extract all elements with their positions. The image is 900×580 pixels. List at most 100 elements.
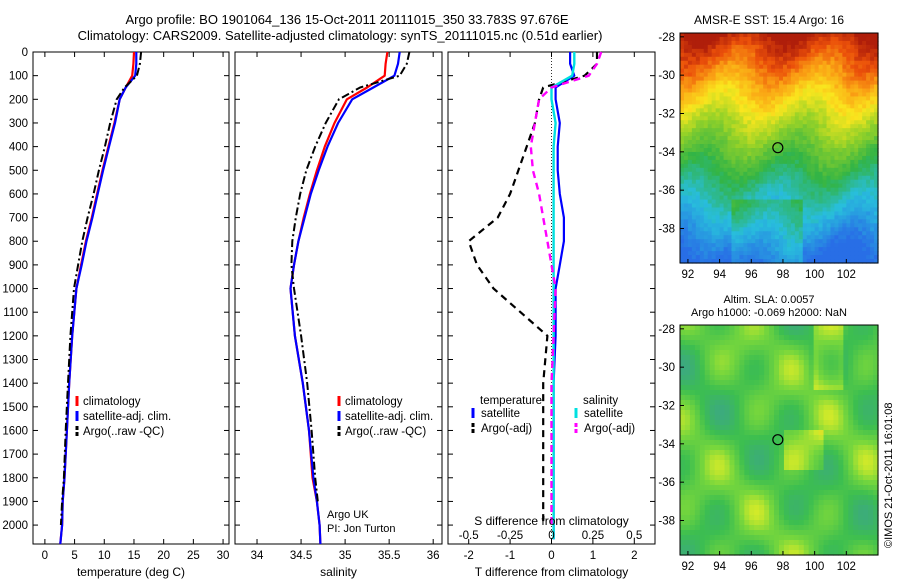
sst-map-cell bbox=[683, 136, 689, 141]
sst-map-cell bbox=[743, 112, 748, 117]
sla-map-cell bbox=[873, 475, 879, 481]
sst-map-cell bbox=[790, 100, 796, 105]
sst-map-cell bbox=[802, 199, 808, 205]
sla-map-cell bbox=[868, 465, 874, 471]
sla-map-cell bbox=[798, 415, 805, 421]
sst-map-cell bbox=[798, 207, 804, 213]
sla-map-cell bbox=[798, 365, 805, 371]
sst-map-cell bbox=[703, 163, 709, 169]
sst-map-cell bbox=[798, 64, 804, 70]
sst-map-cell bbox=[838, 40, 843, 46]
sst-map-cell bbox=[775, 215, 780, 220]
sla-map-cell bbox=[863, 515, 869, 521]
sla-map-cell bbox=[858, 455, 864, 461]
sla-map-cell bbox=[873, 405, 879, 411]
sla-map-cell bbox=[863, 335, 869, 341]
sla-map-cell bbox=[828, 385, 835, 391]
sla-map-cell bbox=[848, 415, 854, 421]
sla-map-cell bbox=[838, 505, 844, 511]
sst-map-cell bbox=[826, 167, 832, 173]
sst-map-cell bbox=[735, 231, 740, 236]
sla-map-cell bbox=[838, 345, 844, 351]
sst-map-cell bbox=[862, 60, 867, 66]
sla-map-cell bbox=[823, 335, 830, 341]
sst-map-cell bbox=[743, 231, 748, 236]
difference-xtick-label: 0 bbox=[548, 550, 554, 562]
sst-map-cell bbox=[691, 243, 697, 248]
sla-map-cell bbox=[744, 345, 750, 351]
sla-map-cell bbox=[788, 535, 795, 541]
sla-map-cell bbox=[754, 340, 760, 346]
sst-map-cell bbox=[759, 227, 764, 232]
credit-pi: PI: Jon Turton bbox=[327, 523, 395, 535]
sst-map-cell bbox=[814, 52, 820, 58]
sst-map-cell bbox=[830, 215, 836, 220]
sla-map-cell bbox=[838, 460, 844, 466]
sst-map-cell bbox=[699, 247, 705, 252]
sst-map-cell bbox=[850, 144, 855, 149]
sla-map-cell bbox=[858, 495, 864, 501]
sla-map-cell bbox=[863, 350, 869, 356]
sla-map-cell bbox=[749, 340, 755, 346]
sst-map-cell bbox=[874, 207, 879, 213]
sst-map-cell bbox=[755, 108, 760, 113]
sla-map-cell bbox=[873, 335, 879, 341]
sst-map-cell bbox=[751, 191, 756, 197]
sst-map-cell bbox=[719, 179, 725, 185]
sst-map-cell bbox=[838, 60, 843, 66]
sla-map-cell bbox=[848, 360, 854, 366]
sla-map-cell bbox=[798, 450, 805, 456]
sst-map-cell bbox=[834, 48, 839, 54]
sst-map-cell bbox=[763, 187, 768, 193]
sst-map-cell bbox=[826, 48, 832, 54]
sst-map-cell bbox=[846, 255, 851, 260]
sst-map-cell bbox=[782, 215, 788, 220]
sst-map-cell bbox=[735, 144, 740, 149]
sla-map-cell bbox=[769, 375, 775, 381]
sst-map-cell bbox=[822, 112, 828, 117]
sla-map-cell bbox=[793, 505, 800, 511]
sst-map-cell bbox=[802, 80, 808, 86]
sst-map-cell bbox=[790, 96, 796, 102]
sst-map-cell bbox=[767, 223, 772, 228]
sst-map-cell bbox=[715, 144, 721, 149]
sla-map-cell bbox=[828, 450, 835, 456]
sst-map-cell bbox=[747, 96, 752, 102]
sla-map-cell bbox=[858, 405, 864, 411]
sst-map-cell bbox=[739, 148, 744, 153]
sla-map-cell bbox=[719, 425, 726, 431]
sst-map-cell bbox=[870, 132, 875, 137]
sst-map-cell bbox=[782, 148, 788, 153]
sst-map-cell bbox=[771, 56, 776, 62]
sst-map-cell bbox=[870, 167, 875, 173]
sla-map-cell bbox=[823, 385, 830, 391]
sst-map-cell bbox=[806, 223, 812, 228]
sla-map-cell bbox=[699, 380, 706, 386]
sla-map-cell bbox=[793, 415, 800, 421]
sla-map-cell bbox=[744, 400, 750, 406]
sla-map-cell bbox=[724, 490, 731, 496]
sst-map-cell bbox=[779, 80, 784, 86]
sla-map-cell bbox=[759, 365, 765, 371]
sla-map-cell bbox=[863, 330, 869, 336]
sst-map-cell bbox=[814, 163, 820, 169]
sst-map-cell bbox=[790, 163, 796, 169]
sst-map-cell bbox=[751, 247, 756, 252]
sst-map-cell bbox=[798, 255, 804, 260]
sla-map-cell bbox=[779, 380, 785, 386]
sst-map-cell bbox=[779, 136, 784, 141]
sla-map-cell bbox=[863, 420, 869, 426]
sla-map-cell bbox=[769, 340, 775, 346]
sla-map-cell bbox=[714, 480, 721, 486]
sla-map-cell bbox=[699, 550, 706, 556]
sla-map-cell bbox=[704, 415, 711, 421]
sla-map-cell bbox=[779, 325, 785, 331]
sst-map-cell bbox=[779, 40, 784, 46]
sst-map-cell bbox=[683, 80, 689, 86]
sla-map-cell bbox=[838, 380, 844, 386]
sst-map-cell bbox=[723, 159, 729, 165]
sla-map-cell bbox=[818, 445, 825, 451]
sla-map-cell bbox=[709, 465, 716, 471]
sst-map-cell bbox=[806, 183, 812, 189]
sst-map-cell bbox=[814, 72, 820, 78]
